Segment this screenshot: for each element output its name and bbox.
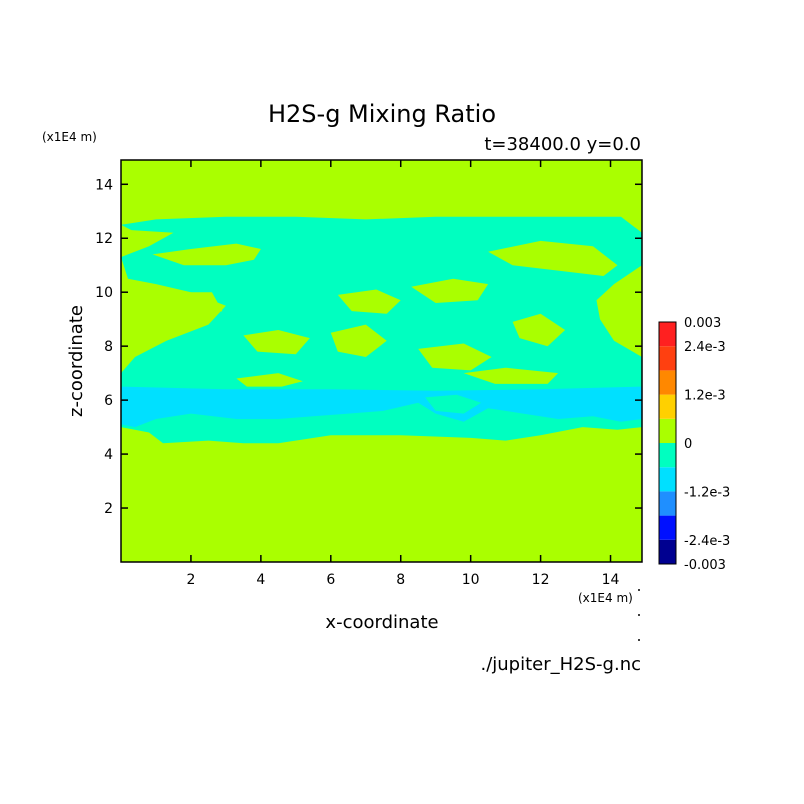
colorbar-swatch: [659, 491, 676, 516]
colorbar-swatch: [659, 346, 676, 371]
contour-region-green-blob-left-mid: [159, 292, 223, 320]
colorbar-swatch: [659, 467, 676, 492]
y-tick-label: 8: [104, 339, 113, 355]
colorbar-swatch: [659, 539, 676, 564]
x-tick-label: 4: [256, 572, 265, 588]
colorbar-tick-label: -2.4e-3: [684, 534, 730, 549]
colorbar-frame: [658, 321, 677, 565]
contour-region-green-blob-low-left: [236, 373, 303, 387]
contour-region-cyan-main-band: [121, 216, 642, 444]
x-tick-label: 12: [532, 572, 550, 588]
x-tick-label: 14: [602, 572, 620, 588]
colorbar-swatch: [659, 370, 676, 395]
y-tick-label: 4: [104, 447, 113, 463]
contour-region-green-blob-center-1: [337, 289, 401, 314]
plot-area: [120, 159, 643, 563]
y-tick-label: 2: [104, 501, 113, 517]
colorbar-tick-label: -0.003: [684, 558, 726, 573]
x-tick-label: 6: [326, 572, 335, 588]
colorbar-tick-label: -1.2e-3: [684, 485, 730, 500]
corner-dot: [638, 639, 640, 641]
contour-region-green-blob-mid-1: [243, 330, 310, 355]
contour-regions: [121, 216, 642, 444]
colorbar-tick-label: 0: [684, 437, 692, 452]
y-tick-label: 10: [95, 285, 113, 301]
contour-region-green-gap-upper-left: [152, 243, 261, 266]
x-axis-ticks: 2 4 6 8 10 12 14: [186, 160, 620, 588]
colorbar: 0.003 2.4e-3 1.2e-3 0 -1.2e-3 -2.4e-3 -0.003: [658, 316, 730, 573]
colorbar-swatch: [659, 394, 676, 419]
y-tick-label: 14: [95, 177, 113, 193]
corner-dot: [638, 614, 640, 616]
source-file-label: ./jupiter_H2S-g.nc: [480, 654, 641, 675]
contour-region-green-blob-right-mid: [512, 313, 566, 347]
plot-frame: [120, 159, 643, 563]
colorbar-tick-label: 0.003: [684, 316, 721, 331]
chart-title: H2S-g Mixing Ratio: [268, 100, 496, 128]
contour-region-blue-layer: [121, 386, 642, 428]
colorbar-swatch: [659, 515, 676, 540]
chart-subtitle: t=38400.0 y=0.0: [484, 134, 641, 155]
y-axis-ticks: 2 4 6 8 10 12 14: [95, 177, 642, 517]
contour-region-green-blob-mid-3: [418, 343, 492, 371]
y-axis-label: z-coordinate: [66, 305, 87, 417]
corner-dots: [638, 589, 640, 641]
corner-dot: [638, 589, 640, 591]
colorbar-tick-label: 2.4e-3: [684, 340, 726, 355]
contour-region-green-blob-center-2: [411, 278, 489, 303]
colorbar-swatch: [659, 443, 676, 468]
contour-region-green-blob-mid-2: [330, 324, 387, 357]
contour-region-green-blob-low-right: [463, 367, 559, 384]
colorbar-swatch: [659, 322, 676, 347]
x-tick-label: 2: [186, 572, 195, 588]
x-axis-label: x-coordinate: [325, 612, 438, 633]
contour-region-green-gap-upper-right: [488, 240, 618, 276]
colorbar-tick-label: 1.2e-3: [684, 389, 726, 404]
x-tick-label: 8: [396, 572, 405, 588]
colorbar-swatch: [659, 418, 676, 443]
y-tick-label: 6: [104, 393, 113, 409]
y-unit-label: (x1E4 m): [42, 130, 97, 144]
x-tick-label: 10: [462, 572, 480, 588]
x-unit-label: (x1E4 m): [578, 591, 633, 605]
y-tick-label: 12: [95, 231, 113, 247]
contour-region-cyan-pocket-in-blue: [425, 394, 482, 414]
